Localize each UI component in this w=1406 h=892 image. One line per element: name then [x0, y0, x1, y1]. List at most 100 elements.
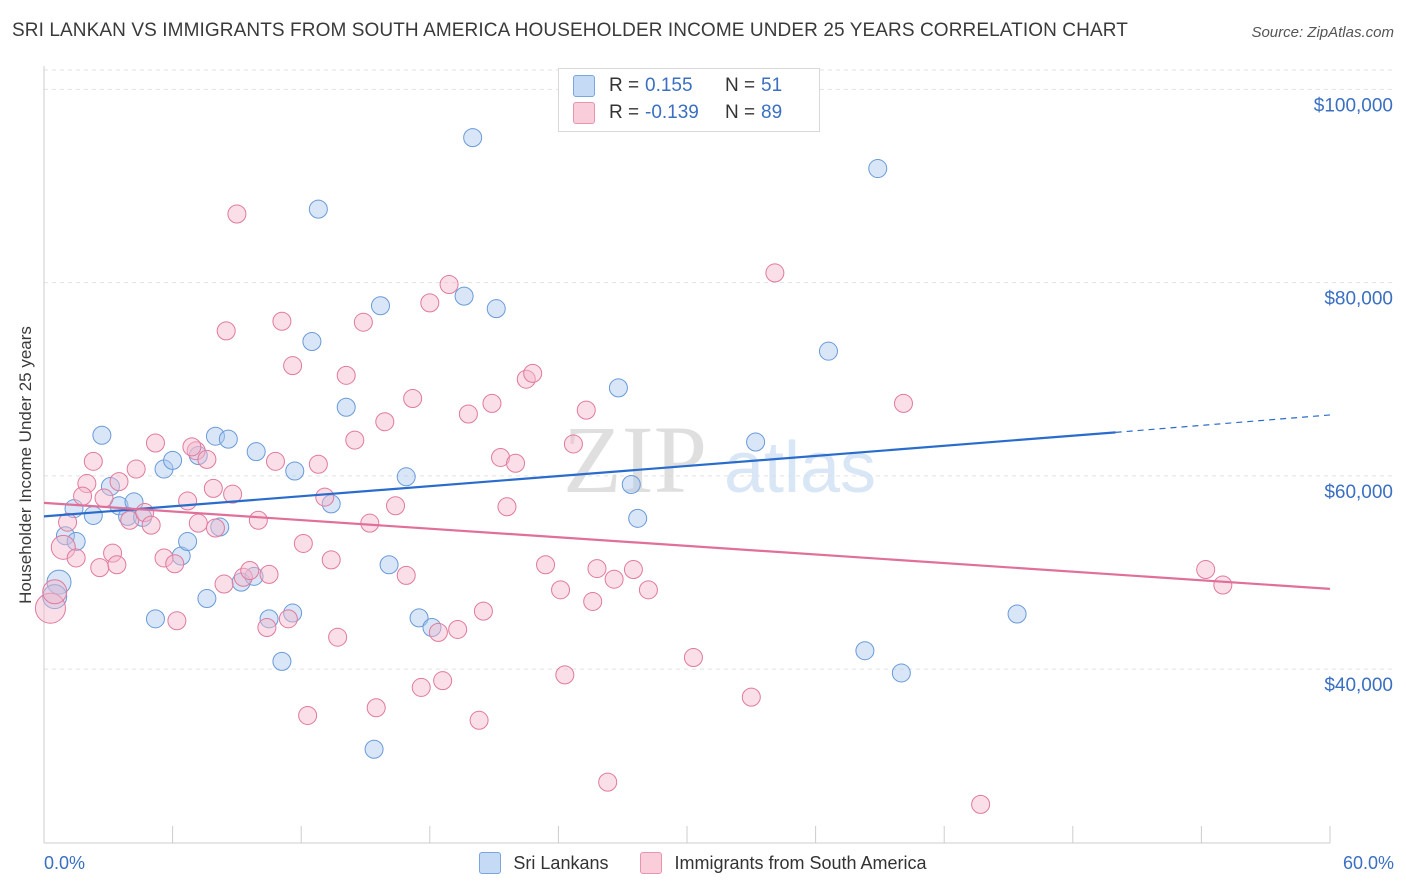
data-point	[126, 459, 146, 479]
data-point	[298, 705, 318, 725]
data-point	[107, 555, 127, 575]
data-point	[182, 437, 202, 457]
data-point	[278, 609, 298, 629]
axes	[43, 66, 1331, 844]
data-point	[628, 508, 648, 528]
data-point	[265, 451, 285, 471]
data-point	[379, 555, 399, 575]
data-point	[396, 467, 416, 487]
r-value: -0.139	[645, 102, 699, 123]
n-label: N =	[725, 102, 756, 123]
data-point	[563, 434, 583, 454]
data-point	[463, 128, 483, 148]
data-point	[364, 739, 384, 759]
data-point	[178, 532, 198, 552]
data-point	[486, 299, 506, 319]
data-point	[197, 589, 217, 609]
data-point	[491, 447, 511, 467]
data-point	[246, 442, 266, 462]
data-point	[506, 453, 526, 473]
data-points	[34, 128, 1233, 814]
data-point	[555, 665, 575, 685]
data-point	[893, 393, 913, 413]
data-point	[375, 412, 395, 432]
y-tick-label: $80,000	[1324, 289, 1393, 310]
data-point	[1007, 604, 1027, 624]
data-point	[171, 546, 191, 566]
data-point	[328, 627, 348, 647]
data-point	[583, 591, 603, 611]
data-point	[482, 393, 502, 413]
data-point	[308, 199, 328, 219]
data-point	[868, 159, 888, 179]
data-point	[971, 794, 991, 814]
data-point	[73, 486, 93, 506]
data-point	[345, 430, 365, 450]
data-point	[165, 554, 185, 574]
legend-item-south-america[interactable]: Immigrants from South America	[640, 852, 927, 874]
data-point	[576, 400, 596, 420]
data-point	[409, 608, 429, 628]
data-point	[551, 580, 571, 600]
legend-swatch-south-america	[640, 852, 663, 874]
n-label: N =	[725, 75, 756, 96]
data-point	[83, 451, 103, 471]
data-point	[197, 449, 217, 469]
data-point	[83, 505, 103, 525]
data-point	[403, 389, 423, 409]
legend-label: Immigrants from South America	[674, 852, 927, 873]
data-point	[66, 532, 86, 552]
data-point	[145, 433, 165, 453]
r-value: 0.155	[645, 75, 693, 96]
data-point	[154, 548, 174, 568]
data-point	[120, 510, 140, 530]
chart-title: SRI LANKAN VS IMMIGRANTS FROM SOUTH AMER…	[12, 20, 1128, 41]
data-point	[308, 454, 328, 474]
data-point	[248, 510, 268, 530]
data-point	[259, 564, 279, 584]
trend-line-extension	[1115, 414, 1331, 433]
legend-swatch-south-america	[573, 102, 595, 124]
data-point	[608, 378, 628, 398]
data-point	[145, 609, 165, 629]
watermark-zip: ZIP	[563, 406, 707, 513]
n-value: 89	[761, 102, 783, 123]
legend-swatch-sri-lankans	[479, 852, 502, 874]
data-point	[386, 496, 406, 516]
series-immigrants-south-america	[34, 204, 1233, 814]
correlation-legend: R = 0.155 N = 51 R = -0.139 N = 89	[558, 68, 820, 132]
y-axis-label: Householder Income Under 25 years	[16, 326, 35, 604]
data-point	[257, 618, 277, 638]
data-point	[621, 475, 641, 495]
source-attribution[interactable]: Source: ZipAtlas.com	[1251, 24, 1394, 41]
data-point	[77, 474, 97, 494]
y-tick-label: $100,000	[1314, 95, 1393, 116]
data-point	[433, 671, 453, 691]
data-point	[604, 569, 624, 589]
data-point	[167, 611, 187, 631]
data-point	[536, 555, 556, 575]
data-point	[448, 619, 468, 639]
data-point	[765, 263, 785, 283]
data-point	[454, 286, 474, 306]
data-point	[366, 698, 386, 718]
data-point	[336, 365, 356, 385]
data-point	[469, 710, 489, 730]
data-point	[420, 293, 440, 313]
data-point	[855, 641, 875, 661]
data-point	[163, 450, 183, 470]
legend-item-sri-lankans[interactable]: Sri Lankans	[479, 852, 608, 874]
r-label: R =	[609, 75, 640, 96]
trend-lines	[43, 414, 1331, 590]
data-point	[285, 461, 305, 481]
data-point	[891, 663, 911, 683]
data-point	[272, 651, 292, 671]
data-point	[746, 432, 766, 452]
data-point	[188, 513, 208, 533]
data-point	[336, 397, 356, 417]
data-point	[411, 677, 431, 697]
data-point	[473, 601, 493, 621]
data-point	[741, 687, 761, 707]
data-point	[100, 476, 120, 496]
data-point	[638, 580, 658, 600]
